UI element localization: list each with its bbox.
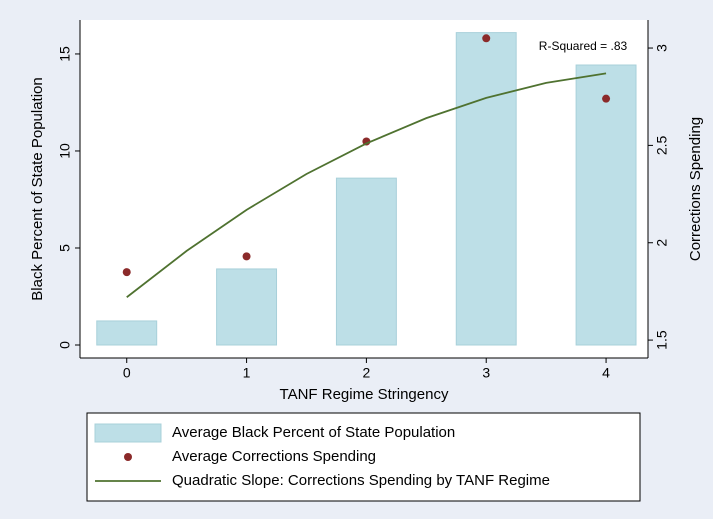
y2-tick-label: 1.5 [654, 330, 670, 350]
legend-label: Average Black Percent of State Populatio… [172, 424, 455, 441]
annotation: R-Squared = .83 [539, 39, 628, 53]
legend-label: Quadratic Slope: Corrections Spending by… [172, 472, 550, 489]
legend [86, 412, 641, 502]
x-tick-label: 1 [243, 365, 251, 381]
line [126, 72, 607, 298]
y-tick-label: 10 [57, 143, 73, 159]
legend-swatch [124, 453, 132, 461]
x-tick-label: 4 [602, 365, 610, 381]
point [242, 252, 251, 261]
bar [575, 64, 637, 346]
y2-tick-label: 2 [654, 239, 670, 247]
legend-label: Average Corrections Spending [172, 448, 376, 465]
x-axis-title: TANF Regime Stringency [280, 386, 449, 403]
x-tick-label: 3 [482, 365, 490, 381]
bar [455, 32, 517, 346]
point [482, 34, 491, 43]
y-tick-label: 15 [57, 46, 73, 62]
bar [335, 177, 397, 346]
y-tick-label: 0 [57, 341, 73, 349]
bar [96, 320, 158, 346]
x-tick-label: 2 [362, 365, 370, 381]
x-tick-label: 0 [123, 365, 131, 381]
point [122, 268, 131, 277]
y-axis-title: Black Percent of State Population [29, 77, 46, 300]
y2-tick-label: 2.5 [654, 135, 670, 155]
y2-axis-title: Corrections Spending [687, 117, 704, 261]
y2-tick-label: 3 [654, 44, 670, 52]
bar [216, 268, 278, 346]
point [602, 94, 611, 103]
y-tick-label: 5 [57, 244, 73, 252]
legend-swatch [94, 423, 162, 443]
